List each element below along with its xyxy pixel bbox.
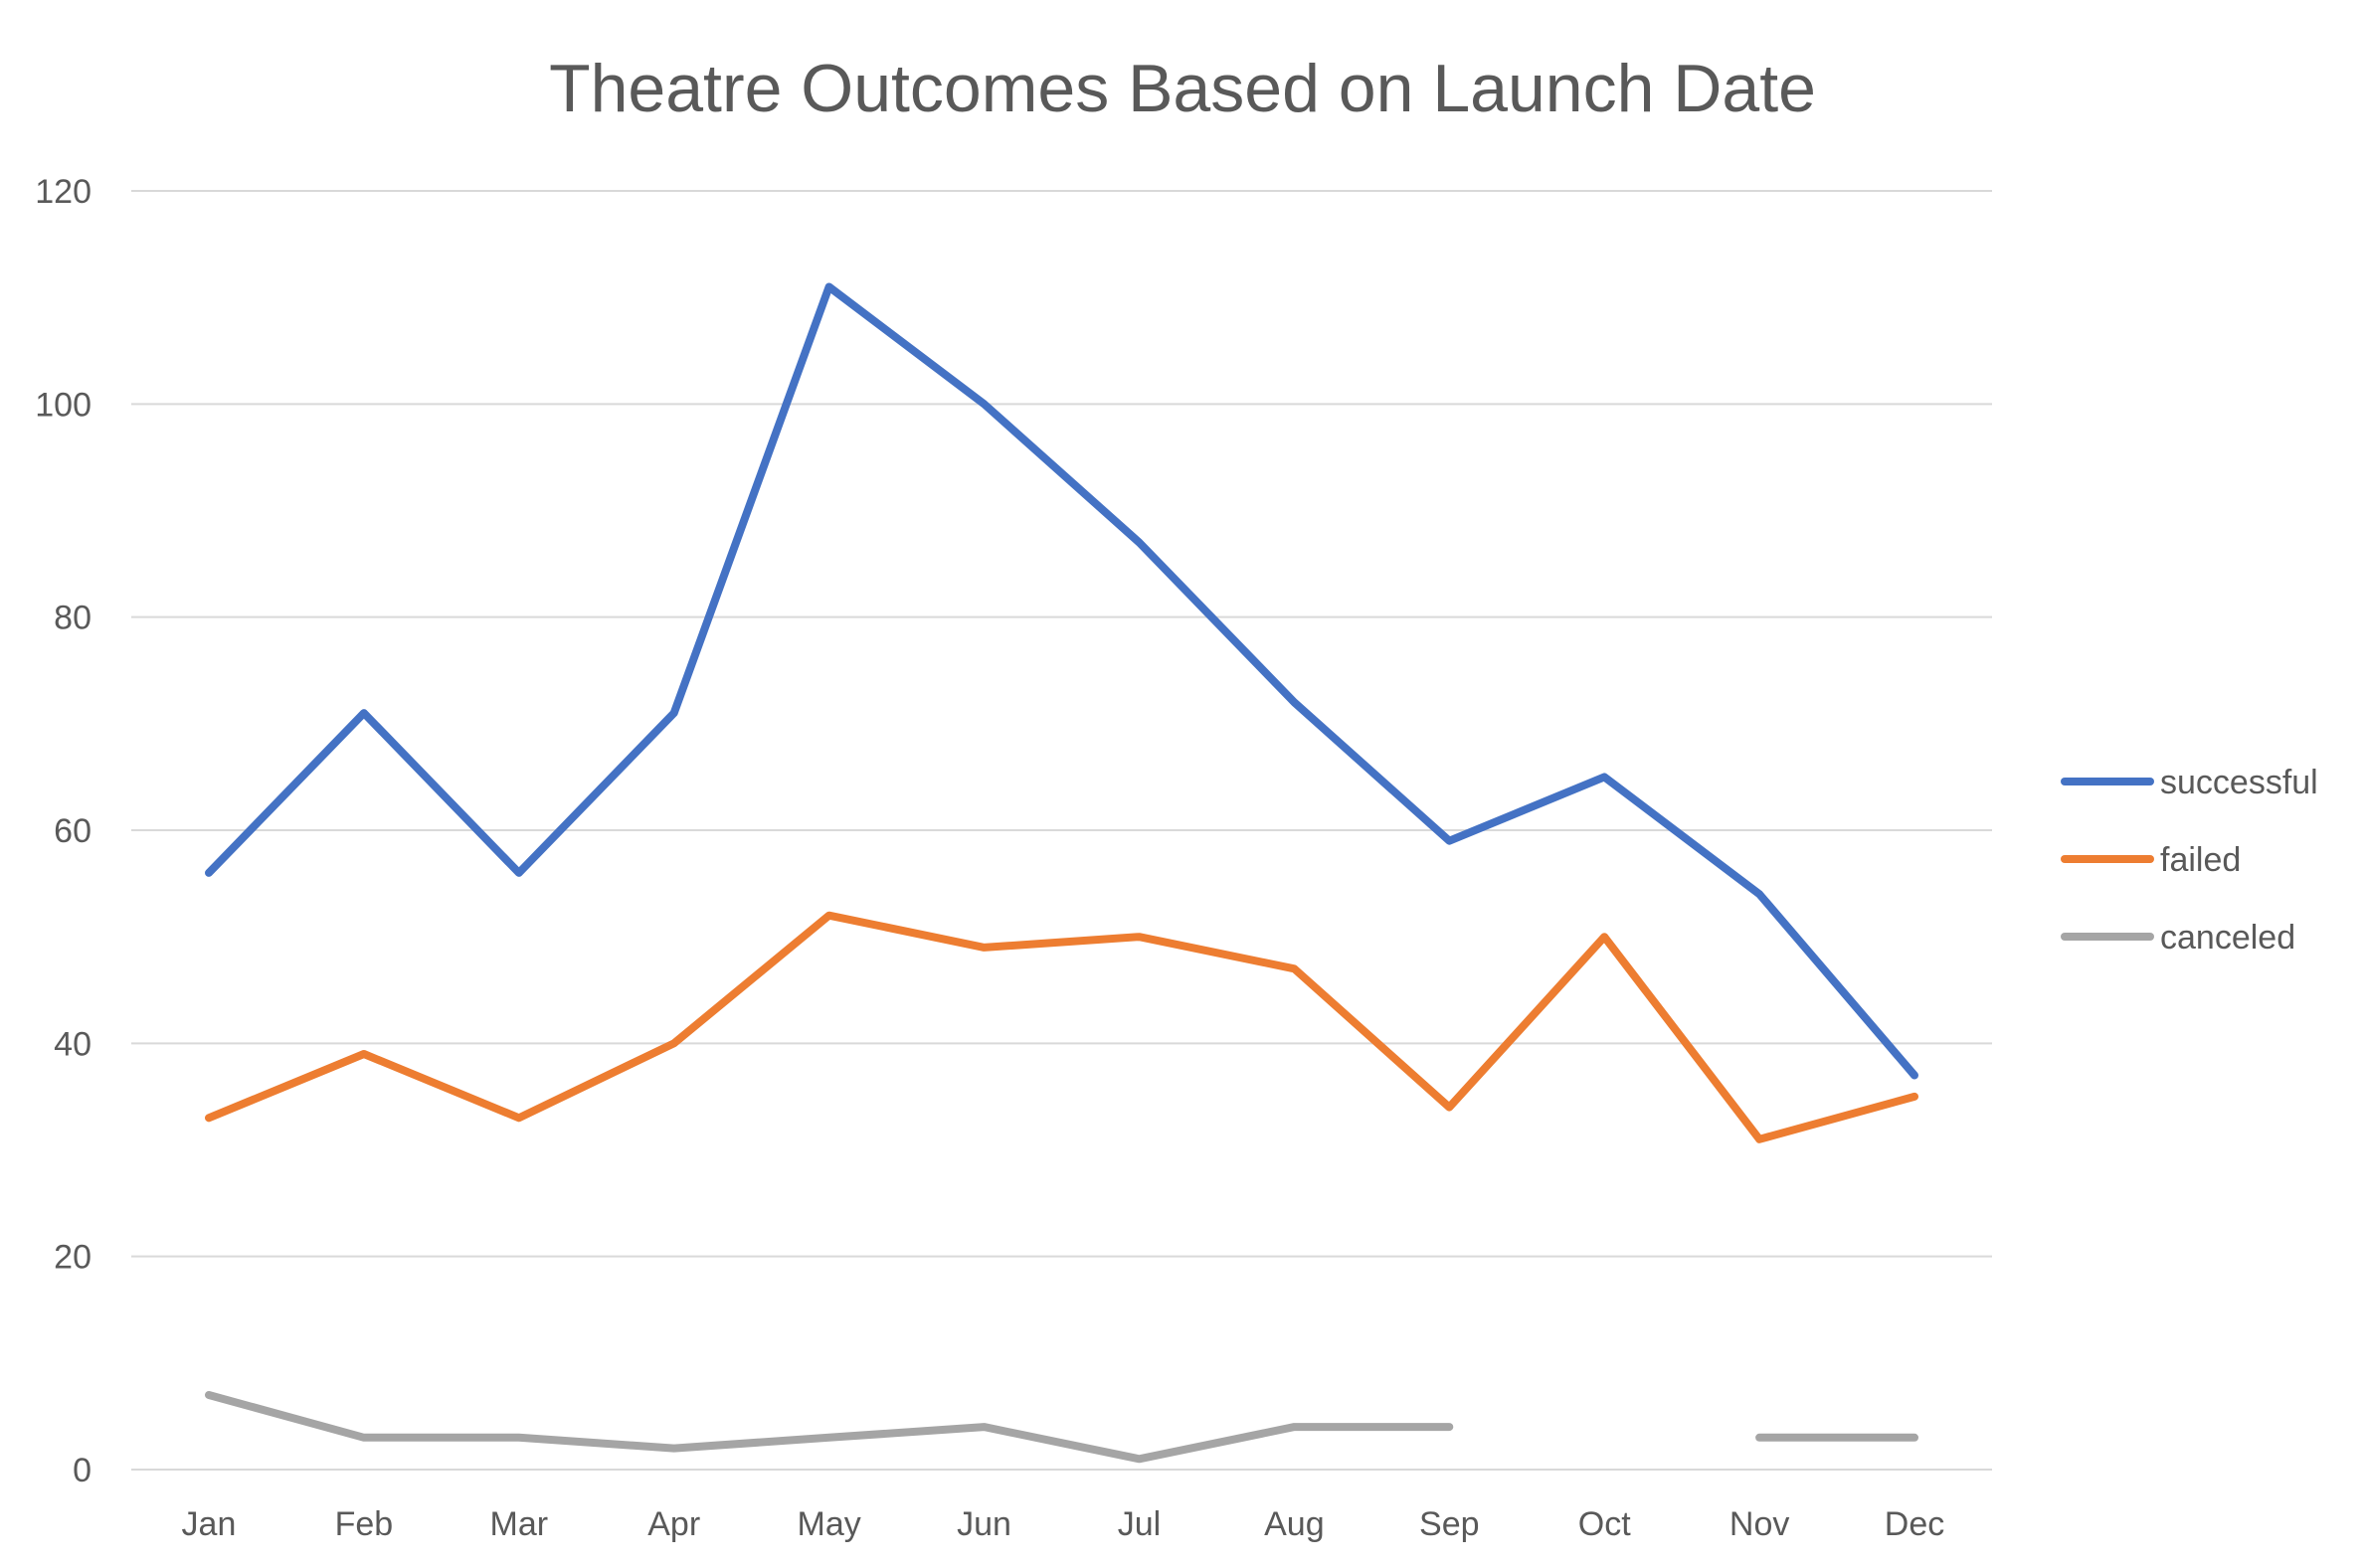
x-tick-label: May — [798, 1505, 861, 1543]
y-tick-label: 100 — [35, 386, 91, 424]
legend-item-canceled: canceled — [2061, 919, 2295, 957]
x-axis-tick-labels: Jan Feb Mar Apr May Jun Jul Aug Sep Oct Nov Dec — [182, 1505, 1945, 1543]
series-line-failed — [205, 911, 1918, 1143]
chart-title: Theatre Outcomes Based on Launch Date — [549, 51, 1816, 126]
series-line-successful — [205, 282, 1918, 1080]
series-canceled — [205, 1391, 1918, 1464]
gridlines — [131, 190, 1992, 1471]
y-tick-label: 20 — [54, 1239, 91, 1277]
x-tick-label: Apr — [647, 1505, 700, 1543]
series-successful — [205, 282, 1918, 1080]
legend-label-canceled: canceled — [2160, 919, 2295, 957]
x-tick-label: Oct — [1578, 1505, 1631, 1543]
legend-label-successful: successful — [2160, 764, 2318, 801]
x-tick-label: Nov — [1729, 1505, 1789, 1543]
x-tick-label: Dec — [1885, 1505, 1944, 1543]
legend: successful failed canceled — [2061, 764, 2318, 957]
x-tick-label: Mar — [490, 1505, 549, 1543]
y-tick-label: 40 — [54, 1025, 91, 1063]
y-tick-label: 60 — [54, 812, 91, 850]
series-failed — [205, 911, 1918, 1143]
legend-item-failed: failed — [2061, 841, 2241, 879]
y-tick-label: 80 — [54, 600, 91, 637]
legend-label-failed: failed — [2160, 841, 2241, 879]
series-line-canceled-segment-1 — [205, 1391, 1454, 1464]
series-lines — [205, 282, 1918, 1464]
y-axis-tick-labels: 0 20 40 60 80 100 120 — [35, 173, 91, 1489]
x-tick-label: Aug — [1264, 1505, 1325, 1543]
x-tick-label: Jun — [957, 1505, 1011, 1543]
y-tick-label: 0 — [73, 1452, 91, 1489]
y-tick-label: 120 — [35, 173, 91, 211]
legend-item-successful: successful — [2061, 764, 2318, 801]
x-tick-label: Jan — [182, 1505, 237, 1543]
x-tick-label: Sep — [1419, 1505, 1480, 1543]
x-tick-label: Feb — [335, 1505, 394, 1543]
x-tick-label: Jul — [1118, 1505, 1161, 1543]
